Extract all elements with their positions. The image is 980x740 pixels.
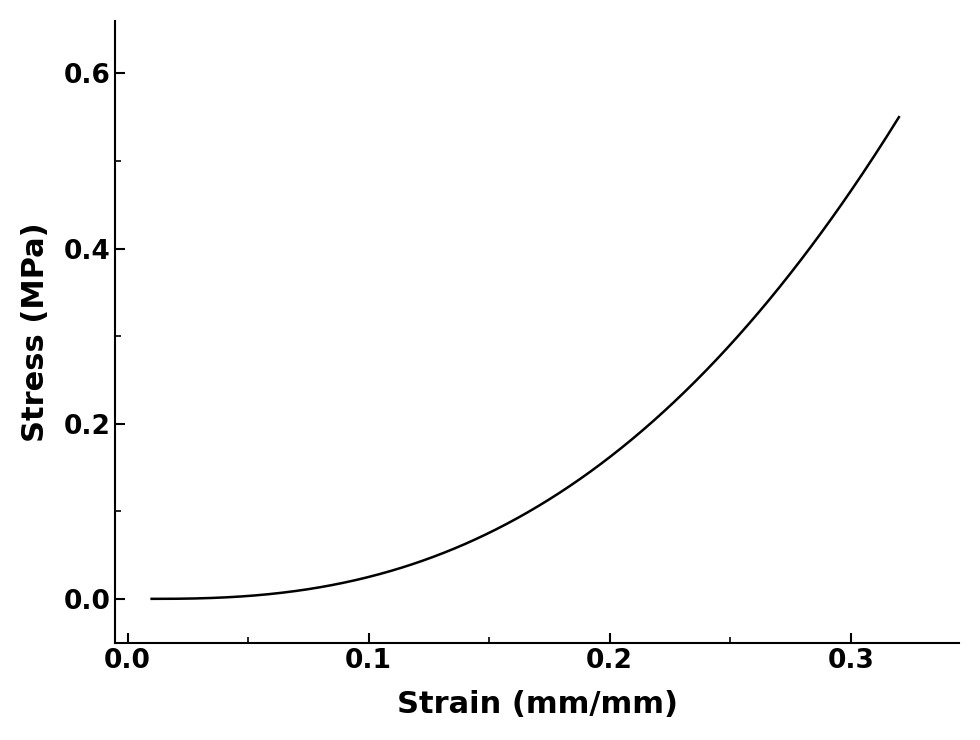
Y-axis label: Stress (MPa): Stress (MPa)	[21, 222, 50, 442]
X-axis label: Strain (mm/mm): Strain (mm/mm)	[397, 690, 678, 719]
